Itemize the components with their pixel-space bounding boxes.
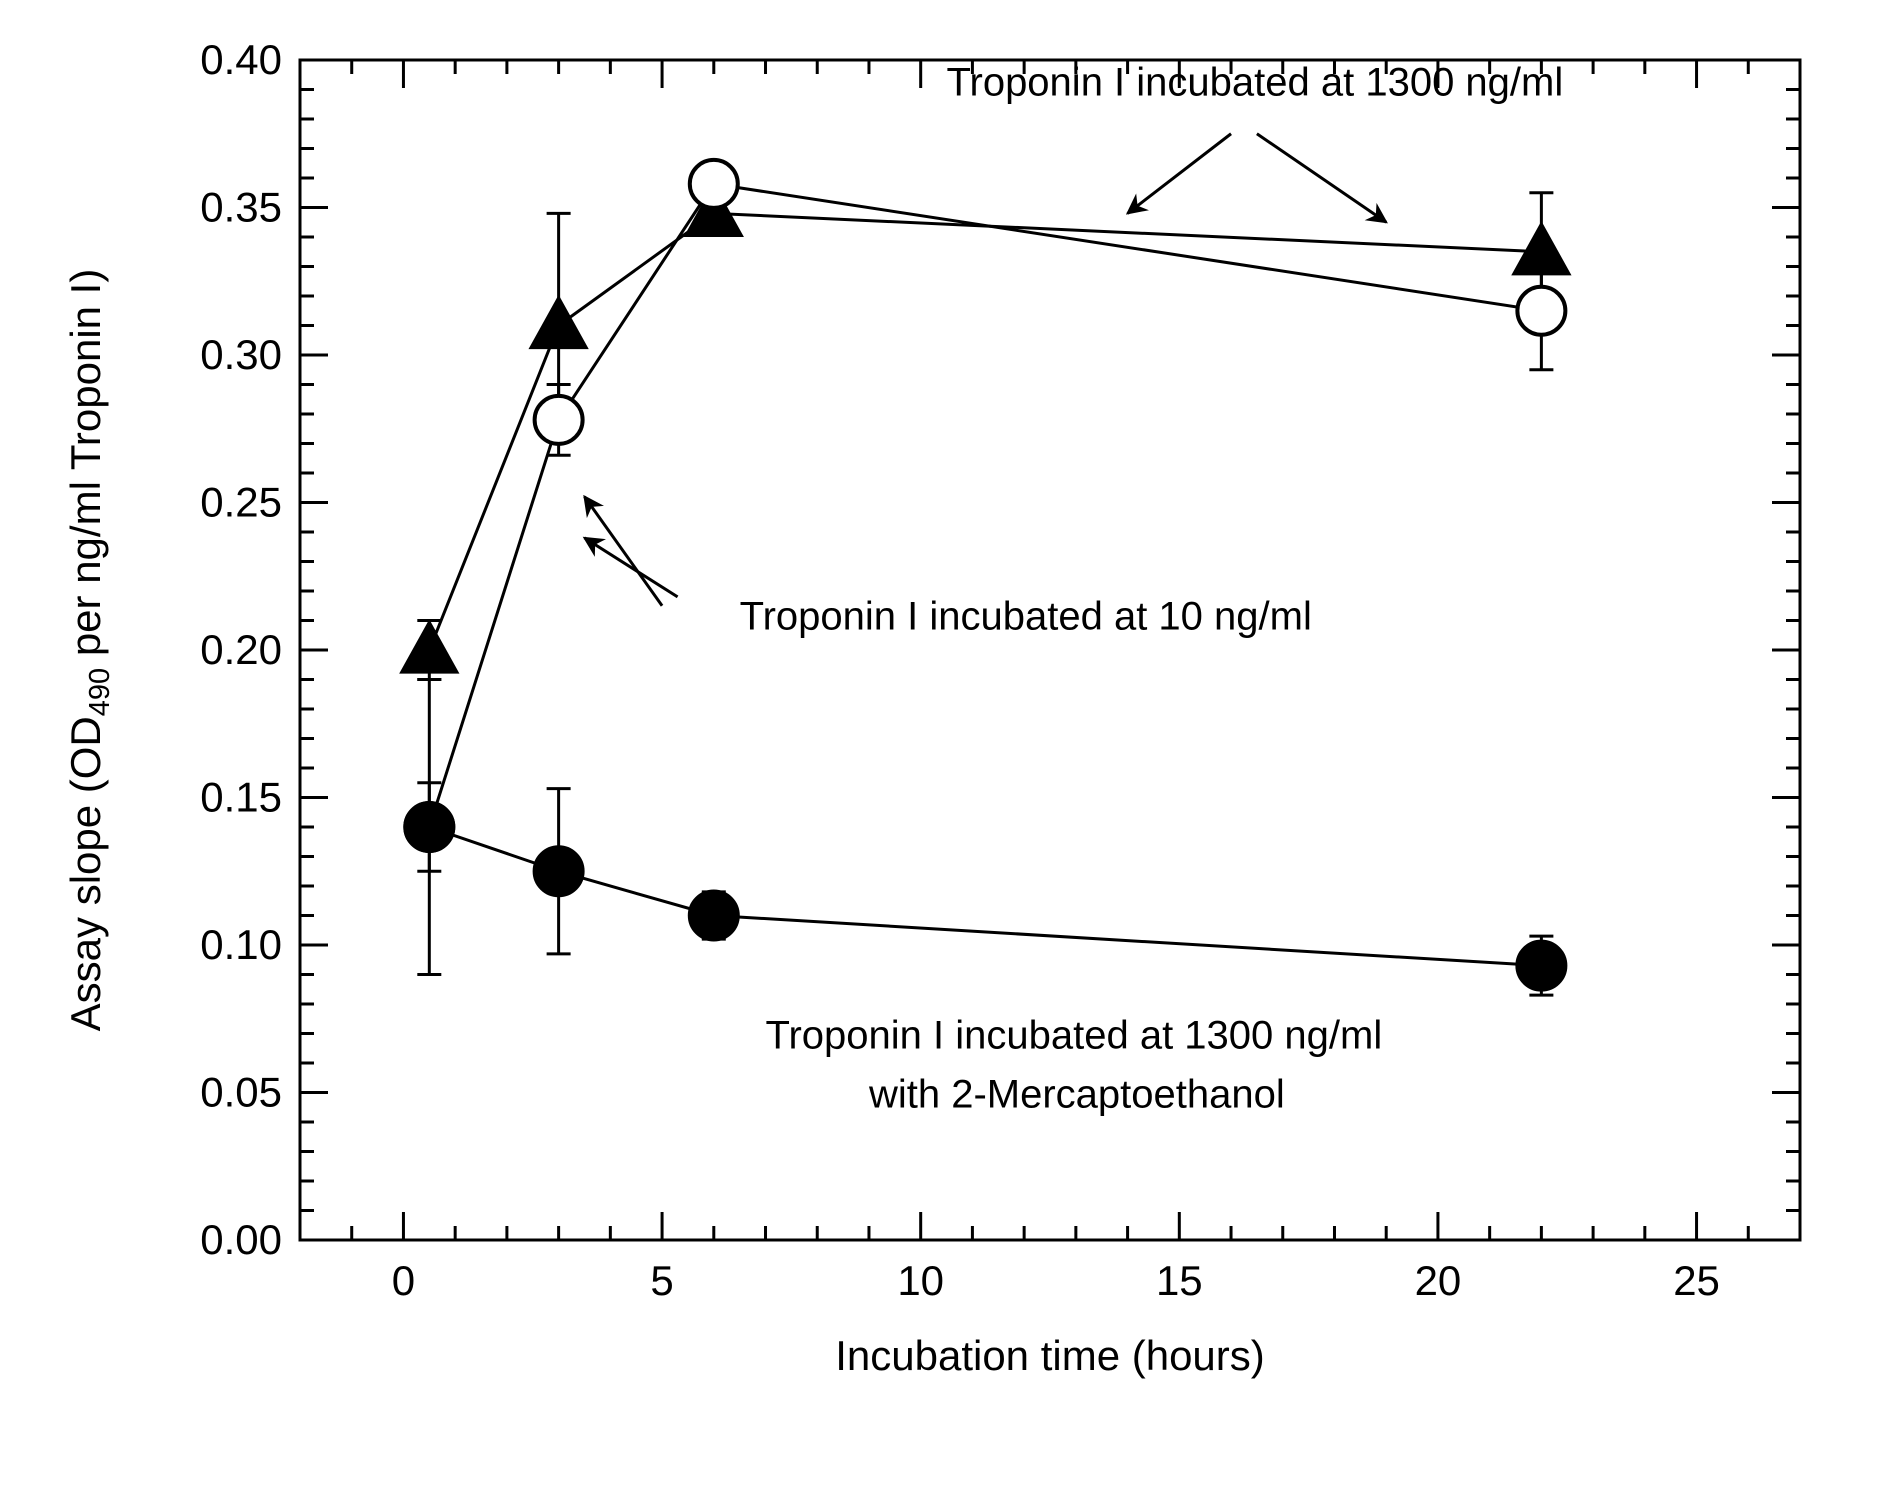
annotation-text: Troponin I incubated at 1300 ng/ml <box>766 1013 1383 1057</box>
annotation-label-me-line2: with 2-Mercaptoethanol <box>868 1072 1285 1116</box>
x-tick-label: 10 <box>897 1257 944 1304</box>
y-axis-label: Assay slope (OD490 per ng/ml Troponin I) <box>62 269 116 1032</box>
data-point <box>1517 287 1565 335</box>
y-tick-label: 0.30 <box>200 331 282 378</box>
data-point <box>535 847 583 895</box>
y-tick-label: 0.10 <box>200 921 282 968</box>
data-point <box>690 160 738 208</box>
x-tick-label: 5 <box>650 1257 673 1304</box>
y-tick-label: 0.15 <box>200 774 282 821</box>
y-tick-label: 0.25 <box>200 479 282 526</box>
y-tick-label: 0.00 <box>200 1216 282 1263</box>
data-point <box>405 803 453 851</box>
y-tick-label: 0.05 <box>200 1069 282 1116</box>
y-tick-label: 0.40 <box>200 36 282 83</box>
svg-text:Assay slope (OD490 per ng/ml: Assay slope (OD490 per ng/ml Troponin I) <box>62 269 116 1032</box>
chart-container: 0 5 10 15 20 25 Incubation time (hours) 0.00 0.0… <box>0 0 1883 1491</box>
x-tick-label: 20 <box>1415 1257 1462 1304</box>
x-tick-label: 15 <box>1156 1257 1203 1304</box>
x-axis-label: Incubation time (hours) <box>835 1332 1265 1379</box>
data-point <box>690 892 738 940</box>
x-tick-label: 25 <box>1673 1257 1720 1304</box>
data-point <box>535 396 583 444</box>
x-tick-label: 0 <box>392 1257 415 1304</box>
annotation-text: with 2-Mercaptoethanol <box>868 1072 1285 1116</box>
data-point <box>1517 942 1565 990</box>
annotation-text: Troponin I incubated at 10 ng/ml <box>740 594 1312 638</box>
troponin-chart: 0 5 10 15 20 25 Incubation time (hours) 0.00 0.0… <box>0 0 1883 1491</box>
y-tick-label: 0.20 <box>200 626 282 673</box>
y-tick-label: 0.35 <box>200 184 282 231</box>
annotation-label-me-line1: Troponin I incubated at 1300 ng/ml <box>766 1013 1383 1057</box>
plot-frame <box>300 60 1800 1240</box>
annotation-text: Troponin I incubated at 1300 ng/ml <box>947 60 1564 104</box>
